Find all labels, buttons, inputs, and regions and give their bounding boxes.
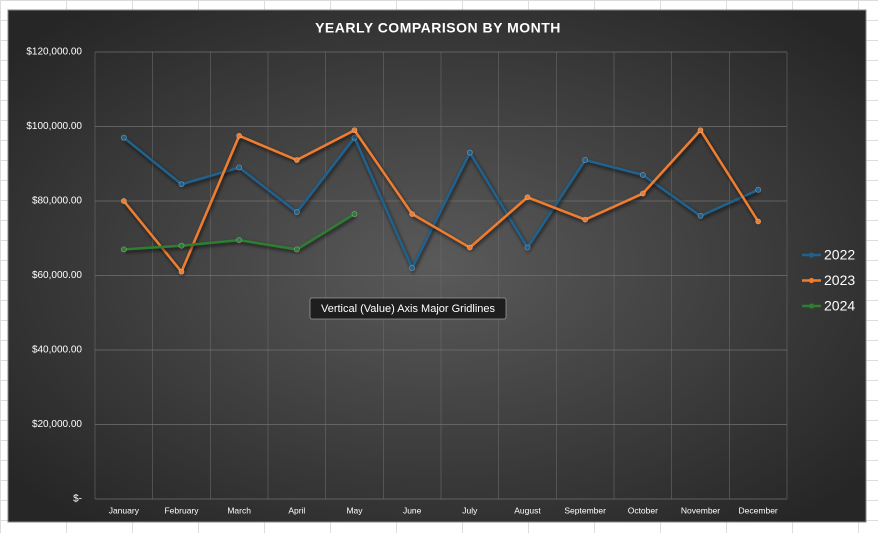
data-point — [755, 218, 762, 225]
series-line — [122, 128, 760, 274]
tooltip-box — [309, 297, 507, 320]
data-point — [466, 244, 473, 251]
data-point — [697, 127, 704, 134]
x-tick-label: December — [739, 505, 778, 515]
y-tick-label: $20,000.00 — [32, 419, 82, 430]
legend-marker — [808, 252, 815, 258]
data-point — [293, 157, 300, 163]
data-point — [466, 149, 473, 156]
legend-label: 2023 — [824, 272, 855, 288]
data-point — [582, 157, 589, 163]
legend-label: 2024 — [824, 298, 855, 314]
data-point — [524, 194, 531, 201]
data-point — [639, 172, 646, 178]
data-point — [120, 198, 127, 204]
chart-area[interactable] — [7, 9, 867, 523]
x-tick-label: March — [227, 505, 251, 515]
data-point — [409, 265, 416, 271]
data-point — [293, 246, 300, 253]
x-tick-label: February — [164, 505, 199, 515]
x-tick-label: January — [109, 505, 140, 515]
x-tick-label: October — [628, 505, 658, 515]
y-tick-label: $80,000.00 — [32, 196, 82, 207]
tooltip-text: Vertical (Value) Axis Major Gridlines — [321, 303, 496, 315]
y-tick-label: $100,000.00 — [26, 121, 82, 132]
tooltip: Vertical (Value) Axis Major Gridlines — [309, 297, 507, 320]
y-tick-label: $40,000.00 — [32, 345, 82, 356]
x-tick-label: May — [346, 505, 363, 515]
data-point — [236, 164, 243, 171]
legend-label: 2022 — [824, 247, 855, 263]
y-tick-label: $60,000.00 — [32, 270, 82, 281]
data-point — [639, 190, 646, 197]
x-tick-label: November — [681, 505, 720, 515]
data-point — [178, 242, 185, 249]
x-tick-label: September — [564, 505, 606, 515]
data-point — [582, 216, 589, 223]
data-point — [524, 244, 531, 251]
x-tick-label: April — [288, 505, 305, 515]
data-point — [409, 211, 416, 217]
data-point — [178, 181, 185, 188]
legend-marker — [808, 277, 815, 284]
x-tick-label: June — [403, 505, 422, 515]
chart-title: YEARLY COMPARISON BY MONTH — [315, 20, 561, 36]
data-point — [293, 209, 300, 216]
data-point — [755, 186, 762, 193]
x-tick-label: August — [514, 505, 541, 515]
data-point — [697, 212, 704, 219]
data-point — [236, 237, 243, 244]
data-point — [351, 211, 358, 217]
legend-marker — [808, 303, 815, 309]
y-tick-label: $- — [73, 494, 82, 505]
data-point — [351, 127, 358, 134]
data-point — [120, 134, 127, 141]
y-tick-label: $120,000.00 — [26, 47, 82, 58]
data-point — [178, 268, 185, 275]
data-point — [120, 246, 127, 253]
data-point — [236, 132, 243, 139]
x-tick-label: July — [462, 505, 478, 515]
